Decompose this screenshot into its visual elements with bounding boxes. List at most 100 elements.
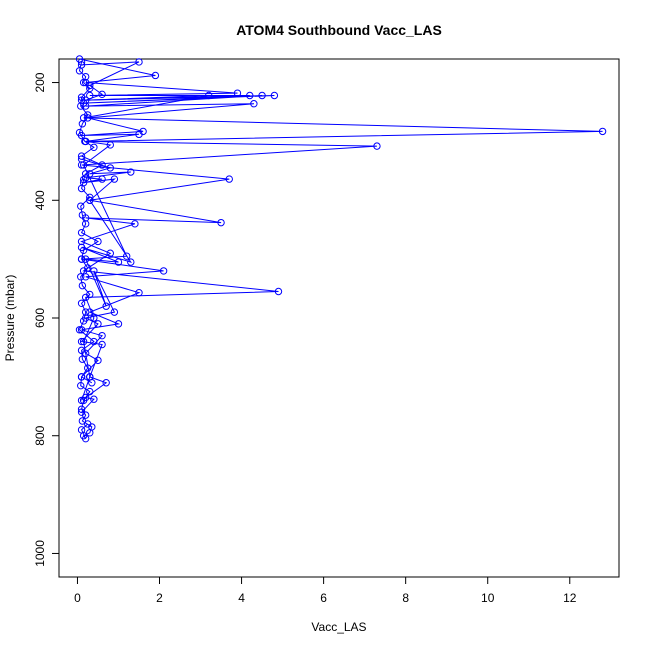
data-point (81, 78, 90, 87)
data-point (86, 170, 94, 178)
x-tick-label: 4 (238, 591, 245, 605)
data-point (159, 267, 168, 275)
data-point (77, 381, 85, 390)
data-point (77, 237, 86, 246)
data-point (94, 237, 102, 246)
data-point (86, 373, 94, 381)
data-point (233, 89, 242, 97)
data-point (114, 320, 123, 328)
y-tick-label: 600 (33, 308, 47, 328)
series-layer (75, 55, 607, 443)
data-point (77, 337, 86, 346)
data-series (77, 58, 607, 405)
data-point (79, 178, 88, 187)
data-point (81, 293, 90, 302)
data-point (81, 137, 90, 146)
data-point (373, 142, 381, 150)
data-point (151, 71, 160, 80)
data-point (98, 90, 106, 99)
y-tick-label: 1000 (33, 540, 47, 567)
x-axis-label: Vacc_LAS (311, 620, 366, 634)
data-point (81, 434, 90, 443)
data-point (81, 214, 90, 222)
data-point (75, 55, 84, 63)
data-point (77, 228, 86, 237)
data-point (81, 102, 90, 110)
data-point (90, 395, 98, 403)
data-point (77, 408, 86, 416)
data-point (77, 243, 86, 252)
data-point (79, 337, 88, 346)
data-point (225, 175, 233, 183)
data-point (81, 349, 90, 358)
data-series (77, 155, 135, 416)
data-point (102, 379, 110, 387)
data-point (90, 314, 98, 322)
data-point (98, 161, 106, 169)
x-axis: 0 2 4 6 8 10 12 (74, 576, 577, 605)
data-point (102, 302, 110, 310)
data-point (77, 161, 86, 169)
data-point (79, 175, 88, 184)
data-point (131, 220, 139, 228)
x-tick-label: 0 (74, 591, 81, 605)
chart-title: ATOM4 Southbound Vacc_LAS (236, 22, 442, 38)
data-point (270, 91, 279, 100)
data-point (122, 252, 131, 260)
data-point (77, 131, 86, 140)
data-point (78, 281, 87, 290)
y-tick-label: 200 (33, 72, 47, 92)
data-point (135, 288, 143, 297)
data-point (90, 143, 98, 151)
data-point (598, 127, 607, 136)
data-point (81, 255, 90, 263)
data-point (135, 130, 143, 139)
data-point (98, 340, 106, 349)
data-point (127, 168, 135, 176)
data-point (110, 175, 119, 183)
data-point (81, 174, 90, 182)
data-series (75, 58, 106, 443)
data-point (77, 373, 86, 381)
series-line (80, 158, 132, 413)
data-point (274, 287, 283, 296)
data-point (77, 273, 85, 281)
data-point (77, 202, 85, 210)
series-line (79, 58, 275, 384)
y-axis: 200 400 600 800 1000 (33, 72, 60, 567)
data-point (77, 326, 86, 334)
data-point (86, 196, 94, 204)
data-point (106, 141, 114, 149)
data-point (98, 175, 106, 183)
data-point (94, 320, 102, 328)
data-point (98, 331, 106, 340)
data-point (114, 258, 123, 266)
x-tick-label: 6 (320, 591, 327, 605)
data-point (77, 155, 86, 163)
series-line (78, 61, 104, 439)
x-tick-label: 10 (481, 591, 495, 605)
y-tick-label: 400 (33, 190, 47, 210)
data-point (250, 100, 258, 108)
data-point (84, 114, 92, 122)
series-line (80, 61, 603, 401)
data-point (86, 91, 94, 100)
data-point (86, 429, 94, 437)
data-point (77, 255, 86, 263)
data-point (217, 218, 225, 227)
data-point (258, 91, 266, 100)
data-point (106, 164, 114, 172)
data-point (110, 308, 119, 316)
data-point (81, 314, 90, 322)
y-tick-label: 800 (33, 425, 47, 445)
data-point (246, 91, 254, 100)
data-point (77, 426, 86, 434)
data-point (79, 114, 88, 122)
data-point (84, 420, 92, 428)
data-point (86, 308, 94, 316)
data-point (78, 355, 87, 363)
x-tick-label: 8 (402, 591, 409, 605)
data-point (135, 58, 143, 66)
